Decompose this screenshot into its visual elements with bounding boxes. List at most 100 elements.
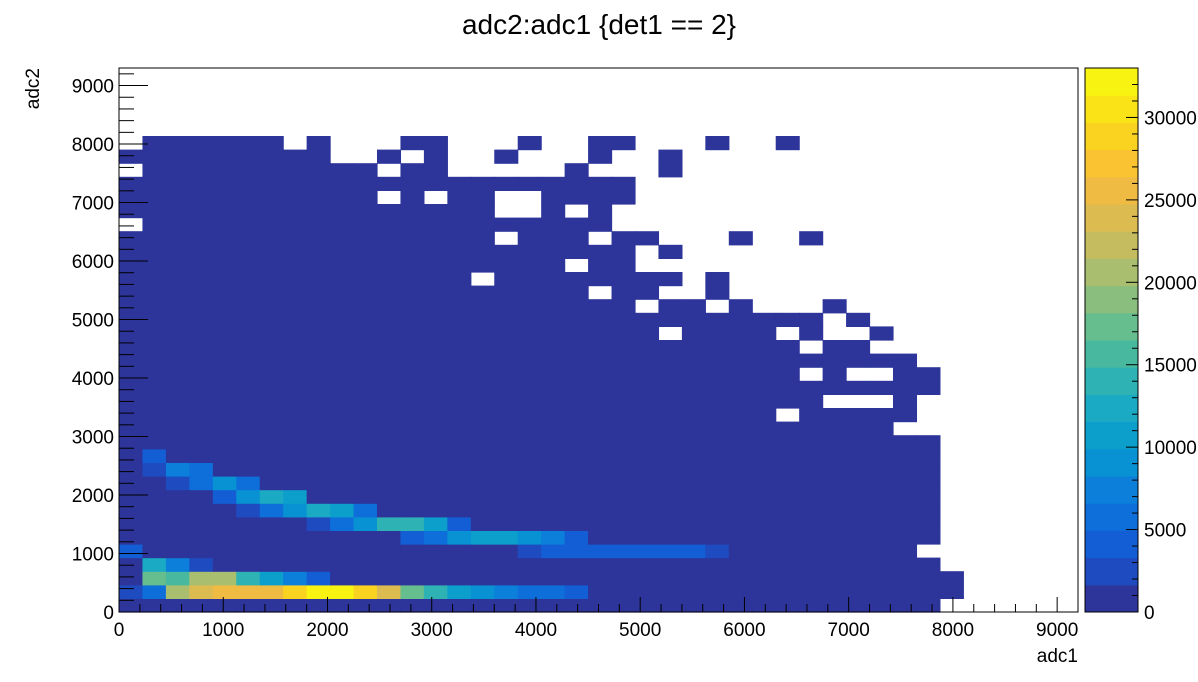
heatmap-cell bbox=[376, 462, 402, 477]
heatmap-cell bbox=[939, 584, 964, 599]
heatmap-cell bbox=[588, 557, 613, 572]
heatmap-cell bbox=[752, 353, 777, 368]
heatmap-cell bbox=[775, 530, 800, 545]
heatmap-cell bbox=[494, 598, 519, 613]
heatmap-cell bbox=[353, 435, 378, 450]
heatmap-cell bbox=[799, 394, 824, 409]
heatmap-cell bbox=[916, 571, 941, 586]
heatmap-cell bbox=[517, 489, 542, 504]
heatmap-cell bbox=[142, 176, 167, 191]
heatmap-cell bbox=[165, 489, 190, 504]
heatmap-cell bbox=[330, 571, 355, 586]
heatmap-cell bbox=[588, 435, 613, 450]
heatmap-cell bbox=[259, 217, 284, 232]
heatmap-cell bbox=[306, 149, 331, 164]
heatmap-cell bbox=[846, 584, 871, 599]
heatmap-cell bbox=[892, 544, 918, 559]
heatmap-cell bbox=[705, 312, 730, 327]
heatmap-cell bbox=[470, 503, 495, 518]
heatmap-cell bbox=[470, 557, 495, 572]
heatmap-cell bbox=[400, 557, 425, 572]
heatmap-cell bbox=[165, 163, 190, 178]
palette-tick-label: 30000 bbox=[1144, 108, 1197, 129]
heatmap-cell bbox=[939, 571, 964, 586]
heatmap-cell bbox=[728, 503, 753, 518]
heatmap-cell bbox=[588, 326, 613, 341]
heatmap-cell bbox=[869, 448, 894, 463]
heatmap-cell bbox=[142, 571, 167, 586]
heatmap-cell bbox=[236, 258, 261, 273]
heatmap-cell bbox=[728, 544, 753, 559]
heatmap-cell bbox=[822, 340, 847, 355]
heatmap-cell bbox=[822, 584, 847, 599]
y-tick-label: 6000 bbox=[72, 252, 114, 273]
heatmap-cell bbox=[283, 516, 308, 531]
heatmap-cell bbox=[470, 476, 495, 491]
heatmap-cell bbox=[423, 503, 448, 518]
heatmap-cell bbox=[752, 326, 777, 341]
heatmap-cell bbox=[658, 149, 683, 164]
heatmap-cell bbox=[799, 435, 824, 450]
heatmap-cell bbox=[353, 190, 378, 205]
heatmap-cell bbox=[775, 353, 800, 368]
heatmap-cell bbox=[728, 353, 753, 368]
heatmap-cell bbox=[799, 530, 824, 545]
heatmap-cell bbox=[353, 244, 378, 259]
heatmap-cell bbox=[775, 489, 800, 504]
heatmap-cell bbox=[447, 326, 472, 341]
heatmap-cell bbox=[142, 136, 167, 151]
x-axis-label: adc1 bbox=[1037, 646, 1078, 667]
heatmap-cell bbox=[400, 462, 425, 477]
heatmap-cell bbox=[330, 176, 355, 191]
heatmap-cell bbox=[470, 584, 495, 599]
heatmap-cell bbox=[541, 340, 566, 355]
heatmap-cell bbox=[236, 231, 261, 246]
heatmap-cell bbox=[470, 421, 495, 436]
heatmap-cell bbox=[916, 557, 941, 572]
heatmap-cell bbox=[212, 258, 237, 273]
heatmap-cell bbox=[634, 380, 660, 395]
heatmap-cell bbox=[494, 394, 519, 409]
heatmap-cell bbox=[705, 380, 730, 395]
heatmap-cell bbox=[376, 312, 402, 327]
heatmap-cell bbox=[752, 421, 777, 436]
heatmap-cell bbox=[330, 516, 355, 531]
heatmap-cell bbox=[564, 584, 589, 599]
heatmap-cell bbox=[330, 231, 355, 246]
heatmap-cell bbox=[517, 557, 542, 572]
heatmap-cell bbox=[189, 530, 214, 545]
heatmap-cell bbox=[423, 326, 448, 341]
heatmap-cell bbox=[189, 448, 214, 463]
heatmap-cell bbox=[470, 435, 495, 450]
heatmap-cell bbox=[376, 557, 402, 572]
heatmap-cell bbox=[470, 544, 495, 559]
heatmap-cell bbox=[588, 408, 613, 423]
heatmap-cell bbox=[799, 380, 824, 395]
heatmap-cell bbox=[212, 163, 237, 178]
x-tick-label: 4000 bbox=[515, 620, 557, 641]
heatmap-cell bbox=[119, 299, 144, 314]
heatmap-cell bbox=[142, 190, 167, 205]
heatmap-cell bbox=[658, 367, 683, 382]
heatmap-cell bbox=[189, 231, 214, 246]
heatmap-cell bbox=[517, 326, 542, 341]
heatmap-cell bbox=[681, 408, 706, 423]
heatmap-cell bbox=[611, 503, 636, 518]
y-tick-label: 5000 bbox=[72, 311, 114, 332]
heatmap-cell bbox=[283, 394, 308, 409]
heatmap-cell bbox=[634, 503, 660, 518]
heatmap-cell bbox=[799, 353, 824, 368]
heatmap-cell bbox=[611, 272, 636, 287]
heatmap-cell bbox=[705, 503, 730, 518]
heatmap-cell bbox=[189, 462, 214, 477]
heatmap-cell bbox=[353, 340, 378, 355]
heatmap-cell bbox=[142, 489, 167, 504]
heatmap-cell bbox=[236, 312, 261, 327]
heatmap-cell bbox=[283, 340, 308, 355]
heatmap-cell bbox=[916, 462, 941, 477]
heatmap-cell bbox=[846, 571, 871, 586]
heatmap-cell bbox=[212, 136, 237, 151]
heatmap-cell bbox=[423, 353, 448, 368]
heatmap-cell bbox=[212, 544, 237, 559]
heatmap-cell bbox=[212, 380, 237, 395]
